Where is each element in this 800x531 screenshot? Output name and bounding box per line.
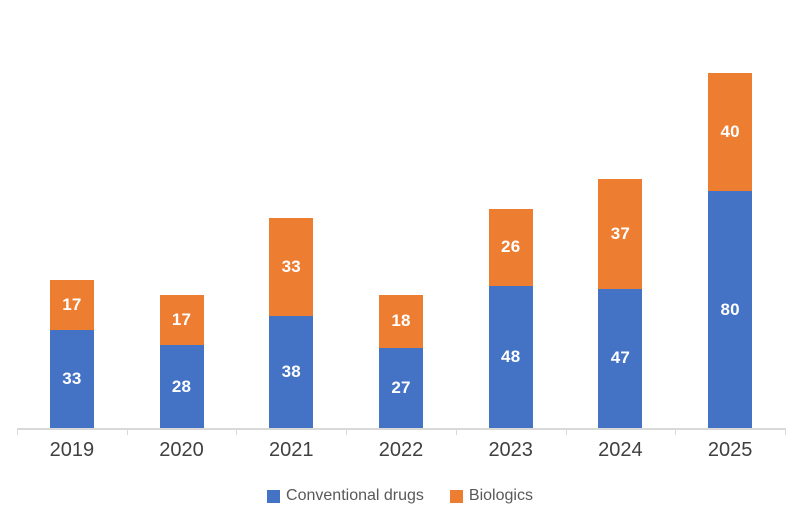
x-axis-line bbox=[17, 428, 785, 430]
bar-segment-conventional-drugs-2025: 80 bbox=[708, 191, 753, 428]
value-label: 17 bbox=[62, 295, 82, 315]
axis-tick bbox=[236, 428, 238, 435]
legend-swatch-biologics bbox=[449, 489, 463, 503]
legend-swatch-conventional-drugs bbox=[267, 489, 281, 503]
legend-label-conventional-drugs: Conventional drugs bbox=[286, 487, 424, 504]
axis-tick bbox=[565, 428, 567, 435]
legend-item-biologics: Biologics bbox=[449, 487, 533, 505]
x-axis-label-2025: 2025 bbox=[707, 438, 753, 461]
value-label: 33 bbox=[281, 256, 301, 276]
legend-item-conventional-drugs: Conventional drugs bbox=[267, 487, 424, 505]
bar-segment-conventional-drugs-2022: 27 bbox=[379, 348, 423, 428]
x-axis-label-2021: 2021 bbox=[269, 438, 314, 461]
value-label: 37 bbox=[610, 224, 631, 244]
bar-segment-conventional-drugs-2023: 48 bbox=[488, 285, 533, 428]
value-label: 18 bbox=[391, 311, 411, 331]
x-axis-label-2019: 2019 bbox=[49, 438, 95, 461]
bar-segment-conventional-drugs-2021: 38 bbox=[269, 315, 314, 428]
bar-segment-biologics-2020: 17 bbox=[159, 294, 204, 346]
bar-segment-biologics-2024: 37 bbox=[598, 179, 643, 289]
value-label: 27 bbox=[391, 378, 411, 398]
value-label: 47 bbox=[610, 348, 631, 368]
bar-segment-biologics-2023: 26 bbox=[488, 208, 533, 286]
bar-segment-conventional-drugs-2024: 47 bbox=[598, 288, 643, 428]
value-label: 40 bbox=[720, 121, 740, 141]
value-label: 26 bbox=[501, 237, 521, 257]
axis-tick bbox=[785, 428, 786, 435]
axis-tick bbox=[346, 428, 348, 435]
value-label: 38 bbox=[281, 361, 301, 381]
value-label: 28 bbox=[171, 376, 192, 396]
axis-tick bbox=[455, 428, 457, 435]
x-axis-label-2023: 2023 bbox=[488, 438, 533, 461]
axis-tick bbox=[126, 428, 128, 435]
x-axis-label-2020: 2020 bbox=[159, 438, 204, 461]
axis-tick bbox=[675, 428, 677, 435]
bar-segment-biologics-2021: 33 bbox=[269, 217, 314, 316]
bar-segment-biologics-2022: 18 bbox=[379, 294, 423, 349]
axis-tick bbox=[17, 428, 18, 435]
x-axis-label-2022: 2022 bbox=[378, 438, 424, 461]
value-label: 80 bbox=[720, 299, 740, 319]
legend-label-biologics: Biologics bbox=[468, 487, 533, 504]
bar-segment-biologics-2019: 17 bbox=[49, 280, 94, 331]
value-label: 48 bbox=[501, 346, 521, 366]
bar-segment-conventional-drugs-2019: 33 bbox=[49, 330, 94, 428]
value-label: 33 bbox=[62, 369, 82, 389]
bar-segment-biologics-2025: 40 bbox=[708, 72, 753, 192]
value-label: 17 bbox=[171, 309, 192, 329]
bar-segment-conventional-drugs-2020: 28 bbox=[159, 345, 204, 428]
x-axis-label-2024: 2024 bbox=[598, 438, 643, 461]
legend: Conventional drugs Biologics bbox=[0, 487, 800, 505]
